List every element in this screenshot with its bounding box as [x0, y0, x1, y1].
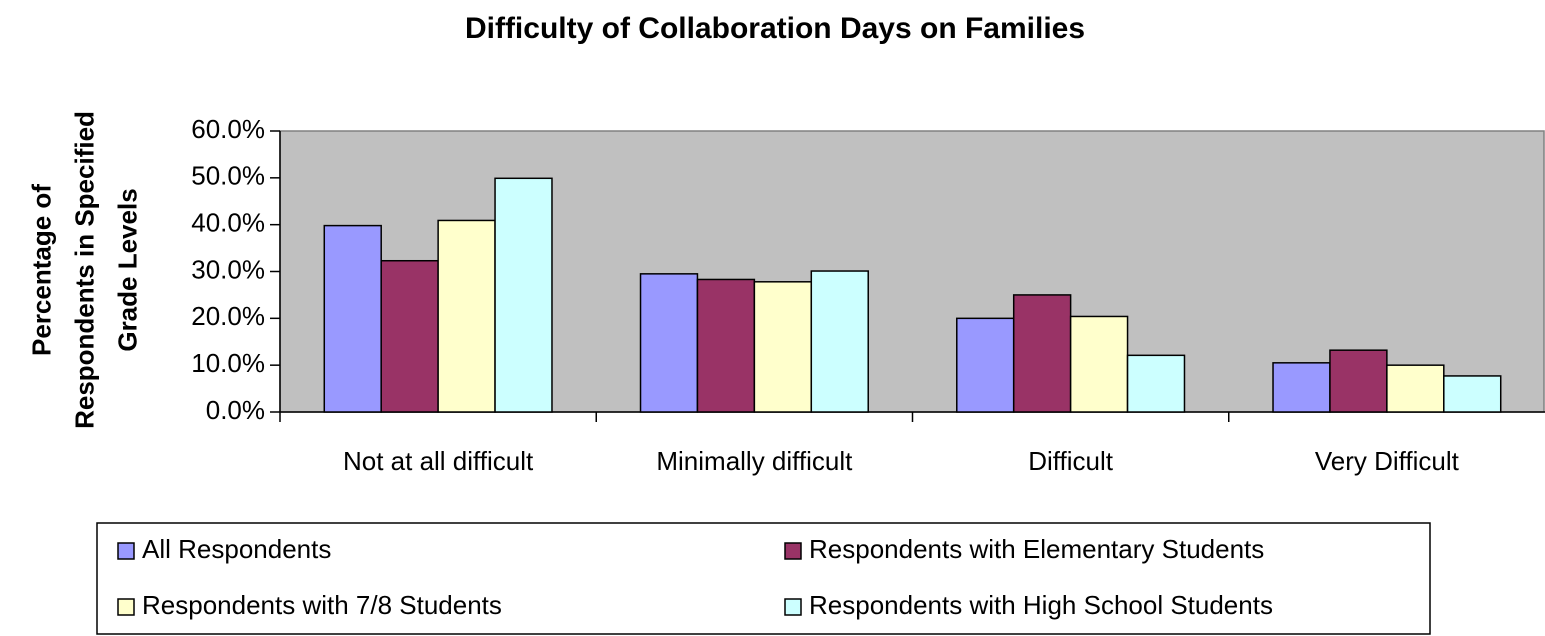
x-tick-label: Very Difficult: [1315, 446, 1460, 476]
y-tick-label: 60.0%: [191, 114, 265, 144]
bar: [1386, 364, 1445, 413]
bar: [1126, 354, 1186, 413]
legend-swatch: [784, 598, 802, 616]
bar: [1069, 315, 1129, 413]
bar: [639, 273, 699, 413]
legend-label: Respondents with Elementary Students: [809, 534, 1264, 564]
y-tick-label: 50.0%: [191, 161, 265, 191]
legend-swatch: [117, 542, 135, 560]
chart-title: Difficulty of Collaboration Days on Fami…: [465, 12, 1085, 45]
legend-label: All Respondents: [142, 534, 331, 564]
bar: [810, 270, 869, 413]
legend-label: Respondents with 7/8 Students: [142, 590, 502, 620]
bar: [1012, 294, 1072, 413]
legend-swatch: [784, 542, 802, 560]
bar: [380, 259, 439, 413]
bar: [956, 317, 1015, 413]
y-tick-label: 30.0%: [191, 254, 265, 284]
x-tick-label: Not at all difficult: [343, 446, 534, 476]
bar: [323, 224, 382, 413]
y-tick-label: 10.0%: [191, 348, 265, 378]
y-tick-label: 0.0%: [206, 395, 265, 425]
y-tick-label: 20.0%: [191, 301, 265, 331]
legend-box: [96, 522, 1431, 635]
y-axis-title: Percentage of Respondents in Specified G…: [26, 111, 143, 429]
bar: [1272, 362, 1331, 413]
bar: [437, 219, 496, 413]
y-tick-label: 40.0%: [191, 208, 265, 238]
x-tick-label: Minimally difficult: [656, 446, 853, 476]
bar: [1443, 375, 1502, 413]
bar: [753, 281, 813, 413]
bar: [494, 177, 553, 413]
legend-label: Respondents with High School Students: [809, 590, 1273, 620]
bar: [1329, 349, 1388, 413]
bar: [696, 278, 756, 413]
legend-swatch: [117, 598, 135, 616]
x-tick-label: Difficult: [1028, 446, 1114, 476]
